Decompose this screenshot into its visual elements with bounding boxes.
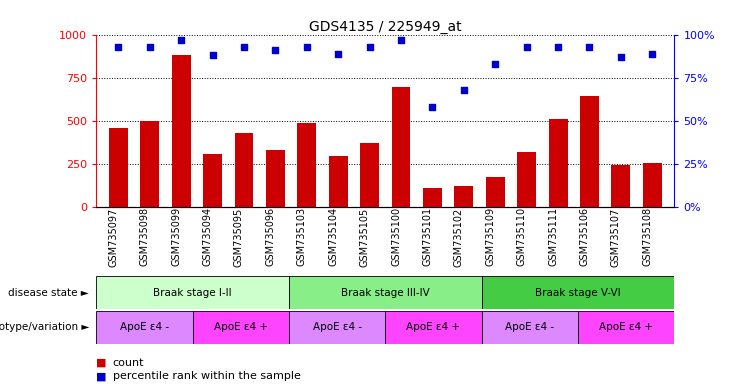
Text: GSM735101: GSM735101 bbox=[422, 207, 433, 266]
Bar bbox=[423, 189, 442, 207]
Bar bbox=[289, 276, 482, 309]
Bar bbox=[96, 311, 193, 344]
Title: GDS4135 / 225949_at: GDS4135 / 225949_at bbox=[309, 20, 462, 33]
Text: genotype/variation ►: genotype/variation ► bbox=[0, 322, 89, 333]
Point bbox=[364, 44, 376, 50]
Bar bbox=[297, 123, 316, 207]
Text: ■: ■ bbox=[96, 371, 107, 381]
Text: Braak stage I-II: Braak stage I-II bbox=[153, 288, 232, 298]
Bar bbox=[548, 119, 568, 207]
Bar bbox=[517, 152, 536, 207]
Text: ■: ■ bbox=[96, 358, 107, 368]
Bar bbox=[482, 276, 674, 309]
Text: percentile rank within the sample: percentile rank within the sample bbox=[113, 371, 301, 381]
Bar bbox=[109, 128, 127, 207]
Text: Braak stage V-VI: Braak stage V-VI bbox=[535, 288, 621, 298]
Text: GSM735097: GSM735097 bbox=[108, 207, 119, 266]
Text: GSM735099: GSM735099 bbox=[171, 207, 181, 266]
Point bbox=[207, 52, 219, 58]
Bar bbox=[193, 311, 289, 344]
Bar bbox=[643, 163, 662, 207]
Text: ApoE ε4 -: ApoE ε4 - bbox=[313, 322, 362, 333]
Point bbox=[238, 44, 250, 50]
Bar bbox=[172, 55, 190, 207]
Text: ApoE ε4 -: ApoE ε4 - bbox=[120, 322, 169, 333]
Text: GSM735109: GSM735109 bbox=[485, 207, 495, 266]
Point bbox=[552, 44, 564, 50]
Text: GSM735110: GSM735110 bbox=[516, 207, 527, 266]
Text: ApoE ε4 -: ApoE ε4 - bbox=[505, 322, 554, 333]
Point bbox=[395, 37, 407, 43]
Bar bbox=[289, 311, 385, 344]
Bar bbox=[578, 311, 674, 344]
Bar bbox=[140, 121, 159, 207]
Point bbox=[489, 61, 501, 67]
Bar bbox=[482, 311, 578, 344]
Text: GSM735105: GSM735105 bbox=[359, 207, 370, 266]
Bar bbox=[96, 276, 289, 309]
Bar bbox=[235, 133, 253, 207]
Bar bbox=[454, 186, 473, 207]
Bar bbox=[391, 87, 411, 207]
Point bbox=[427, 104, 439, 110]
Point bbox=[113, 44, 124, 50]
Text: Braak stage III-IV: Braak stage III-IV bbox=[341, 288, 430, 298]
Text: GSM735111: GSM735111 bbox=[548, 207, 558, 266]
Point bbox=[270, 47, 282, 53]
Text: GSM735094: GSM735094 bbox=[202, 207, 213, 266]
Text: disease state ►: disease state ► bbox=[8, 288, 89, 298]
Text: count: count bbox=[113, 358, 144, 368]
Point bbox=[144, 44, 156, 50]
Text: GSM735108: GSM735108 bbox=[642, 207, 652, 266]
Text: GSM735104: GSM735104 bbox=[328, 207, 338, 266]
Bar bbox=[385, 311, 482, 344]
Text: GSM735107: GSM735107 bbox=[611, 207, 621, 266]
Text: GSM735106: GSM735106 bbox=[579, 207, 590, 266]
Text: GSM735100: GSM735100 bbox=[391, 207, 401, 266]
Text: ApoE ε4 +: ApoE ε4 + bbox=[214, 322, 268, 333]
Text: GSM735096: GSM735096 bbox=[265, 207, 276, 266]
Point bbox=[458, 87, 470, 93]
Text: ApoE ε4 +: ApoE ε4 + bbox=[599, 322, 653, 333]
Point bbox=[615, 54, 627, 60]
Text: GSM735095: GSM735095 bbox=[234, 207, 244, 266]
Bar bbox=[329, 156, 348, 207]
Text: GSM735098: GSM735098 bbox=[140, 207, 150, 266]
Bar bbox=[360, 144, 379, 207]
Point bbox=[646, 51, 658, 57]
Bar bbox=[580, 96, 599, 207]
Text: ApoE ε4 +: ApoE ε4 + bbox=[407, 322, 460, 333]
Bar bbox=[203, 154, 222, 207]
Bar bbox=[611, 165, 631, 207]
Point bbox=[332, 51, 344, 57]
Text: GSM735102: GSM735102 bbox=[453, 207, 464, 266]
Bar bbox=[486, 177, 505, 207]
Point bbox=[301, 44, 313, 50]
Point bbox=[521, 44, 533, 50]
Point bbox=[175, 37, 187, 43]
Bar bbox=[266, 151, 285, 207]
Text: GSM735103: GSM735103 bbox=[297, 207, 307, 266]
Point bbox=[584, 44, 596, 50]
